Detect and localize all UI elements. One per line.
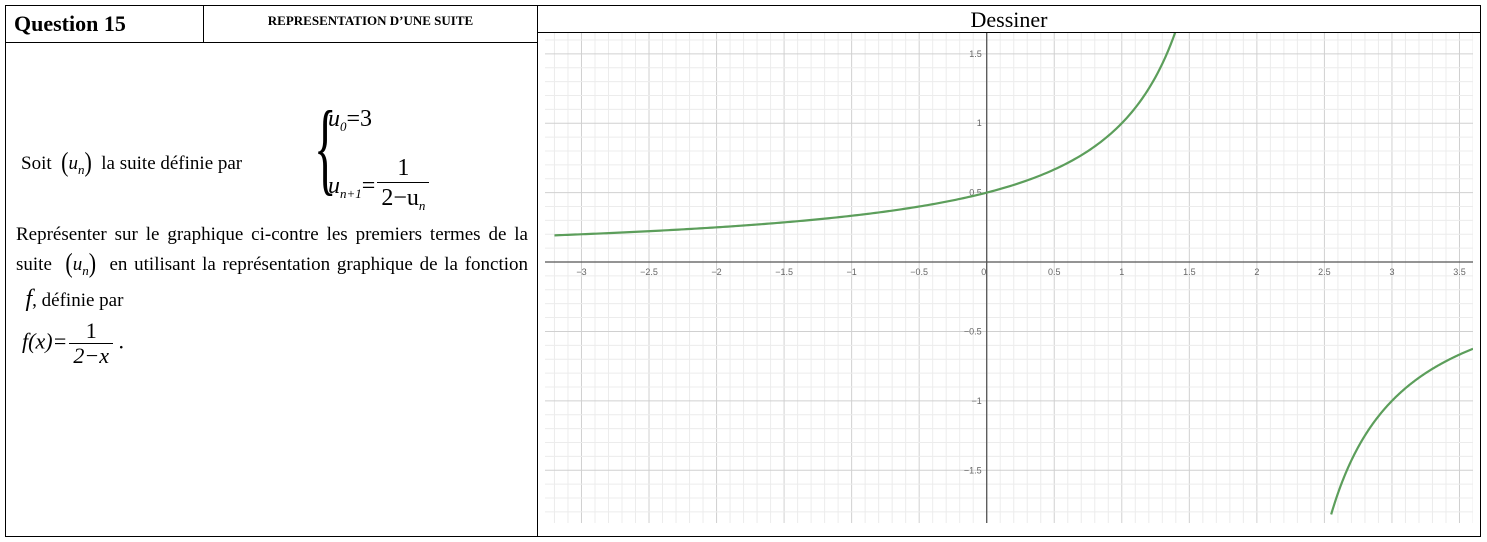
x-tick-label: −3 xyxy=(576,267,586,277)
function-graph[interactable]: −3 −2.5 −2 −1.5 −1 −0.5 0 0.5 1 1.5 2 2.5 3 3.5 1.5 1 0.… xyxy=(545,33,1473,523)
x-tick-label: 3.5 xyxy=(1453,267,1466,277)
header-cell-divider xyxy=(203,6,204,42)
header-rule-left xyxy=(6,42,537,43)
x-tick-label: 0 xyxy=(981,267,986,277)
x-tick-label: 0.5 xyxy=(1048,267,1061,277)
x-tick-label: 3 xyxy=(1389,267,1394,277)
initial-term-equation: u0=3 xyxy=(328,106,373,134)
sequence-intro: Soit (un) la suite définie par xyxy=(21,145,243,177)
y-tick-label: 0.5 xyxy=(969,188,982,198)
recurrence-equation: un+1= 1 2−un xyxy=(328,154,430,221)
instruction-paragraph: Représenter sur le graphique ci-contre l… xyxy=(16,224,529,312)
x-tick-label: −1.5 xyxy=(775,267,793,277)
x-tick-label: −1 xyxy=(846,267,856,277)
y-tick-label: −0.5 xyxy=(964,326,982,336)
x-tick-label: 1.5 xyxy=(1183,267,1196,277)
system-brace: { xyxy=(314,90,337,205)
x-tick-label: −2.5 xyxy=(640,267,658,277)
y-tick-label: 1 xyxy=(977,118,982,128)
question-number: Question 15 xyxy=(14,11,126,36)
question-card: Question 15 REPRESENTATION D’UNE SUITE D… xyxy=(5,5,1481,537)
x-tick-label: −2 xyxy=(711,267,721,277)
x-tick-label: 1 xyxy=(1119,267,1124,277)
curve-branch-left xyxy=(554,33,1177,237)
column-divider xyxy=(537,6,538,536)
header-rule-right xyxy=(538,32,1480,33)
curve-branch-right xyxy=(1330,347,1473,515)
function-definition: f(x)= 1 2−x . xyxy=(22,318,124,368)
x-tick-label: 2.5 xyxy=(1318,267,1331,277)
x-tick-label: −0.5 xyxy=(910,267,928,277)
question-topic: REPRESENTATION D’UNE SUITE xyxy=(267,13,474,28)
draw-area-title: Dessiner xyxy=(970,7,1048,32)
x-tick-label: 2 xyxy=(1254,267,1259,277)
y-tick-label: −1.5 xyxy=(964,465,982,475)
y-tick-label: −1 xyxy=(971,396,981,406)
y-tick-label: 1.5 xyxy=(969,49,982,59)
